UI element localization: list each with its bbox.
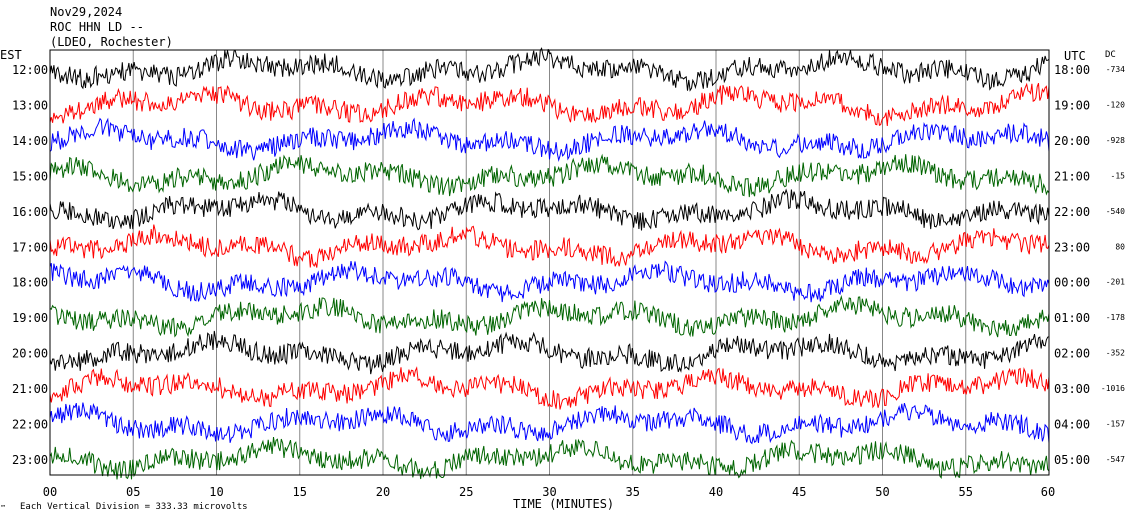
utc-row-label: 23:00 <box>1054 240 1090 254</box>
utc-row-label: 03:00 <box>1054 382 1090 396</box>
est-row-label: 13:00 <box>12 98 48 112</box>
dc-offset-label: 80 <box>1115 242 1125 251</box>
est-row-label: 21:00 <box>12 382 48 396</box>
trace-line <box>49 437 1050 480</box>
utc-row-label: 20:00 <box>1054 134 1090 148</box>
dc-offset-label: -928 <box>1106 136 1125 145</box>
utc-row-label: 22:00 <box>1054 205 1090 219</box>
est-row-label: 22:00 <box>12 418 48 432</box>
dc-offset-label: -547 <box>1106 455 1125 464</box>
header-block: Nov29,2024 ROC HHN LD -- (LDEO, Rocheste… <box>50 5 173 49</box>
utc-row-label: 02:00 <box>1054 347 1090 361</box>
trace-line <box>49 82 1050 126</box>
dc-offset-label: -120 <box>1106 100 1125 109</box>
header-date: Nov29,2024 <box>50 5 122 19</box>
dc-offset-label: -1016 <box>1101 384 1125 393</box>
utc-row-label: 19:00 <box>1054 98 1090 112</box>
x-tick-label: 20 <box>376 485 390 499</box>
utc-row-label: 18:00 <box>1054 63 1090 77</box>
header-network: (LDEO, Rochester) <box>50 35 173 49</box>
dc-offset-label: -178 <box>1106 313 1125 322</box>
x-tick-label: 00 <box>43 485 57 499</box>
x-tick-label: 25 <box>459 485 473 499</box>
dc-offset-label: -201 <box>1106 278 1125 287</box>
dc-offset-label: -15 <box>1111 171 1126 180</box>
scale-note: Each Vertical Division = 333.33 microvol… <box>20 502 248 512</box>
trace-line <box>49 224 1050 268</box>
row-labels: 12:00 18:00 -734 13:00 19:00 -120 14:00 20:00 -9… <box>12 63 1125 467</box>
x-tick-labels: 00 05 10 15 20 25 30 35 40 45 50 55 60 <box>43 485 1055 499</box>
trace-line <box>49 366 1050 410</box>
est-row-label: 16:00 <box>12 205 48 219</box>
trace-line <box>49 47 1050 92</box>
trace-line <box>49 117 1050 162</box>
utc-row-label: 05:00 <box>1054 453 1090 467</box>
footer-mark: ™ <box>1 504 5 512</box>
trace-line <box>49 402 1050 445</box>
x-tick-label: 50 <box>875 485 889 499</box>
x-tick-label: 30 <box>542 485 556 499</box>
est-axis-title: EST <box>0 48 22 62</box>
est-row-label: 18:00 <box>12 276 48 290</box>
est-row-label: 23:00 <box>12 453 48 467</box>
trace-line <box>49 260 1050 303</box>
x-tick-label: 40 <box>709 485 723 499</box>
utc-row-label: 00:00 <box>1054 276 1090 290</box>
x-tick-label: 45 <box>792 485 806 499</box>
dc-offset-label: -157 <box>1106 420 1125 429</box>
plot-frame <box>49 49 1050 476</box>
x-tick-label: 60 <box>1041 485 1055 499</box>
dc-offset-label: -734 <box>1106 65 1125 74</box>
dc-offset-label: -352 <box>1106 349 1125 358</box>
est-row-label: 14:00 <box>12 134 48 148</box>
utc-axis-title: UTC <box>1064 49 1086 63</box>
trace-line <box>49 330 1050 375</box>
trace-line <box>49 153 1050 198</box>
x-tick-label: 55 <box>959 485 973 499</box>
x-tick-label: 05 <box>126 485 140 499</box>
x-axis-label: TIME (MINUTES) <box>513 497 614 511</box>
trace-line <box>49 294 1050 338</box>
est-row-label: 15:00 <box>12 169 48 183</box>
est-row-label: 20:00 <box>12 347 48 361</box>
dc-offset-label: -540 <box>1106 207 1125 216</box>
dc-column-title: DC <box>1105 50 1116 60</box>
est-row-label: 19:00 <box>12 311 48 325</box>
utc-row-label: 01:00 <box>1054 311 1090 325</box>
x-tick-label: 10 <box>209 485 223 499</box>
est-row-label: 17:00 <box>12 240 48 254</box>
seismic-traces <box>49 47 1050 480</box>
header-station: ROC HHN LD -- <box>50 20 144 34</box>
est-row-label: 12:00 <box>12 63 48 77</box>
utc-row-label: 04:00 <box>1054 418 1090 432</box>
x-tick-label: 35 <box>626 485 640 499</box>
utc-row-label: 21:00 <box>1054 169 1090 183</box>
x-tick-label: 15 <box>293 485 307 499</box>
trace-line <box>49 188 1050 231</box>
